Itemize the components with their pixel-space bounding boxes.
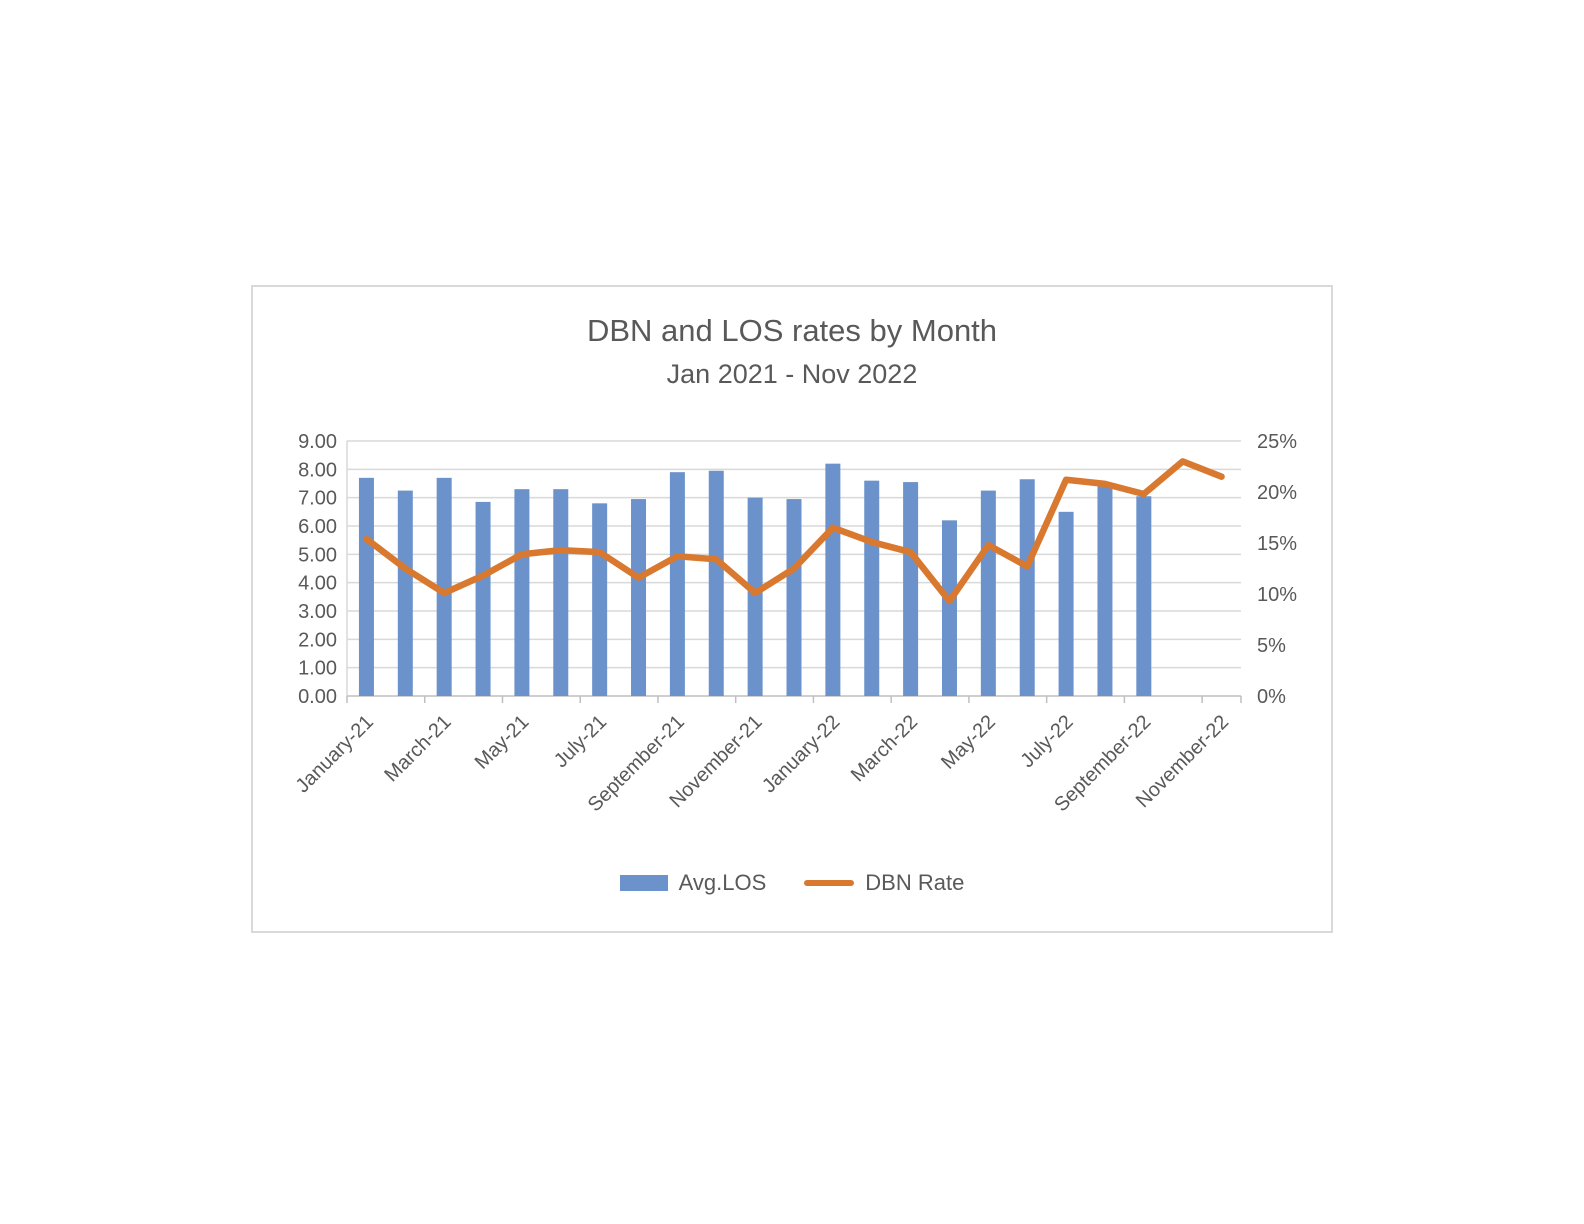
left-axis-label: 0.00: [298, 686, 337, 708]
bar-December-21: [786, 499, 802, 696]
x-axis-label: July-21: [550, 711, 611, 772]
legend-label-avg-los: Avg.LOS: [678, 870, 767, 895]
bar-July-22: [1058, 511, 1074, 696]
dbn-rate-line: [363, 458, 1225, 605]
bar-October-21: [708, 470, 724, 696]
bar-February-22: [864, 480, 880, 696]
right-axis-label: 20%: [1257, 482, 1297, 504]
x-axis-label: March-22: [847, 711, 922, 786]
right-axis-label: 5%: [1257, 635, 1286, 657]
chart-title: DBN and LOS rates by Month: [586, 313, 998, 348]
bar-February-21: [397, 490, 413, 696]
right-axis-label: 10%: [1257, 584, 1297, 606]
x-axis-label: May-21: [471, 711, 534, 774]
bar-January-21: [358, 477, 374, 696]
bar-March-22: [903, 482, 919, 696]
x-axis-label: January-22: [758, 711, 844, 797]
legend: Avg.LOS DBN Rate: [253, 870, 1331, 896]
x-axis-label: May-22: [937, 711, 1000, 774]
chart-panel: DBN and LOS rates by Month Jan 2021 - No…: [251, 285, 1333, 933]
chart-svg: 0.00 1.00 2.00 3.00 4.00 5.00 6.00 7.00 8.00 9.00…: [292, 431, 1298, 816]
left-axis-label: 1.00: [298, 658, 337, 680]
legend-item-dbn-rate: DBN Rate: [804, 870, 964, 896]
x-axis-label: January-21: [292, 711, 378, 797]
left-axis-label: 7.00: [298, 488, 337, 510]
x-axis-label: March-21: [380, 711, 455, 786]
bar-January-22: [825, 463, 841, 696]
bar-April-21: [475, 501, 491, 696]
legend-line-swatch-icon: [804, 880, 855, 886]
bar-March-21: [436, 477, 452, 696]
bar-September-21: [669, 472, 685, 696]
bar-July-21: [592, 503, 608, 696]
bar-April-22: [941, 520, 957, 696]
x-axis-label: July-22: [1016, 711, 1077, 772]
left-axis-label: 9.00: [298, 431, 337, 453]
right-axis-label: 15%: [1257, 533, 1297, 555]
right-axis-label: 25%: [1257, 431, 1297, 453]
bar-November-21: [747, 497, 763, 696]
legend-bar-swatch-icon: [619, 875, 668, 891]
left-axis-label: 3.00: [298, 601, 337, 623]
bar-June-21: [553, 489, 569, 696]
left-axis-label: 6.00: [298, 516, 337, 538]
bar-August-22: [1097, 484, 1113, 696]
chart-subtitle: Jan 2021 - Nov 2022: [666, 359, 918, 389]
legend-label-dbn-rate: DBN Rate: [865, 870, 965, 895]
bar-June-22: [1019, 479, 1035, 696]
bar-May-21: [514, 489, 530, 696]
left-axis-label: 5.00: [298, 544, 337, 566]
bar-August-21: [631, 499, 647, 696]
bar-September-22: [1136, 496, 1152, 696]
left-axis-label: 4.00: [298, 573, 337, 595]
right-axis-label: 0%: [1257, 686, 1286, 708]
left-axis-label: 8.00: [298, 459, 337, 481]
legend-item-avg-los: Avg.LOS: [619, 870, 767, 896]
left-axis-label: 2.00: [298, 629, 337, 651]
bar-May-22: [980, 490, 996, 696]
